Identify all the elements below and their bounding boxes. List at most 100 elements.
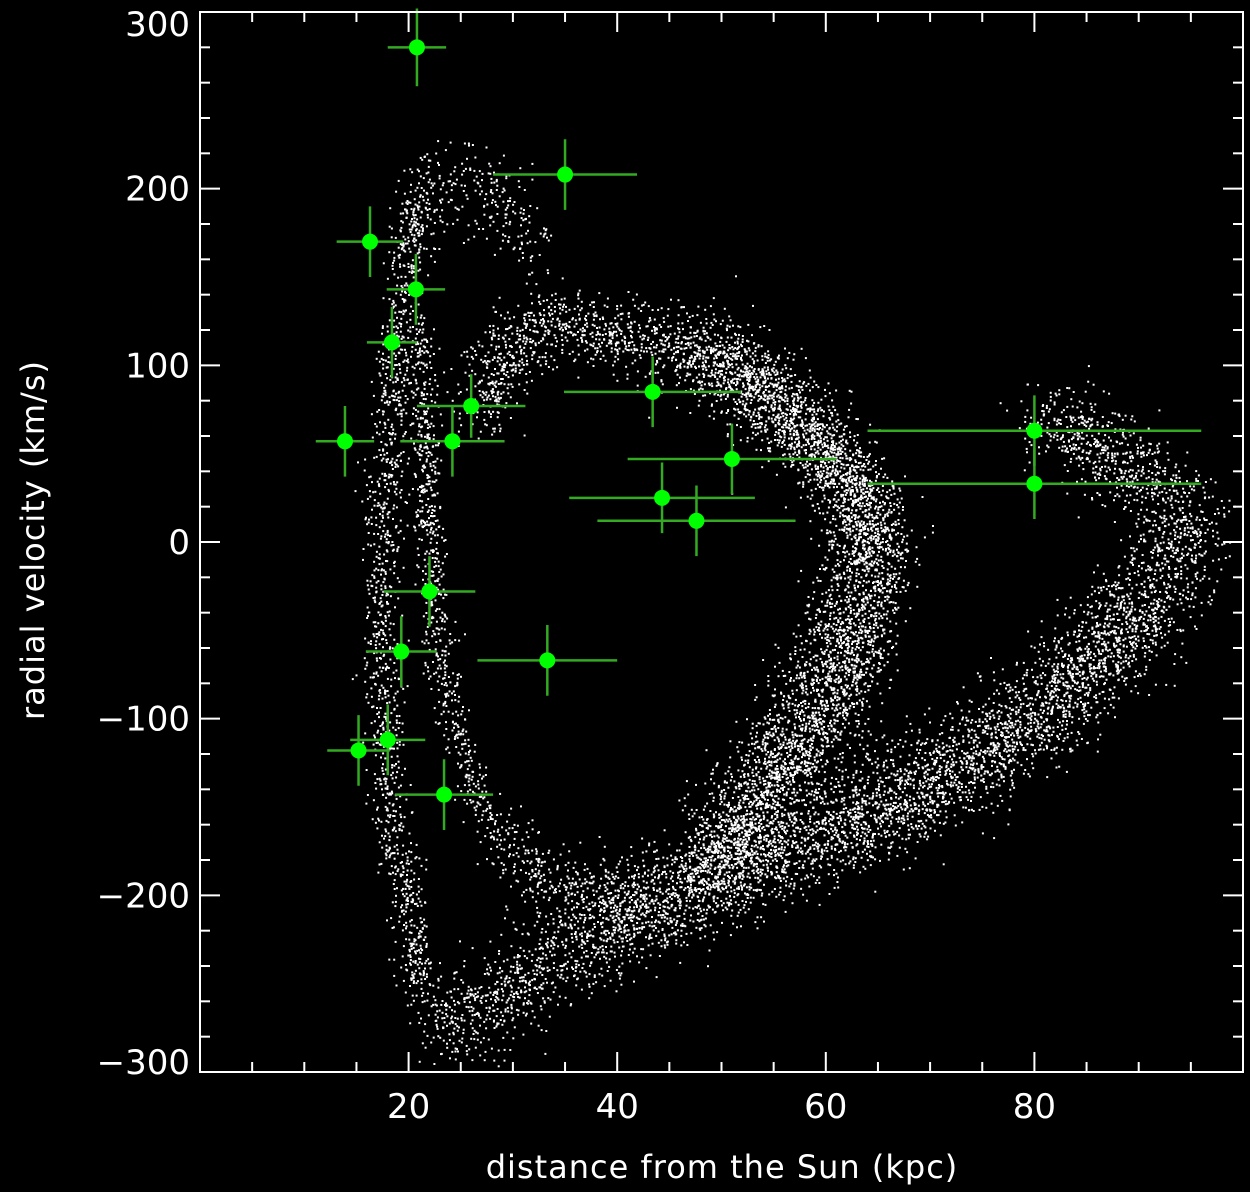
- sim-point: [381, 769, 384, 772]
- sim-point: [393, 857, 396, 860]
- sim-point: [866, 632, 869, 634]
- sim-point: [604, 322, 607, 325]
- sim-point: [827, 745, 830, 747]
- sim-point: [754, 433, 757, 436]
- sim-point: [874, 617, 877, 620]
- sim-point: [436, 627, 439, 630]
- sim-point: [525, 232, 528, 235]
- sim-point: [877, 584, 879, 587]
- sim-point: [880, 653, 883, 656]
- sim-point: [389, 568, 392, 571]
- sim-point: [482, 392, 485, 395]
- sim-point: [388, 628, 391, 631]
- sim-point: [401, 335, 404, 338]
- sim-point: [550, 302, 553, 305]
- sim-point: [364, 667, 367, 670]
- sim-point: [663, 320, 666, 323]
- sim-point: [807, 438, 810, 441]
- sim-point: [745, 353, 748, 356]
- sim-point: [406, 884, 409, 887]
- sim-point: [407, 885, 410, 888]
- sim-point: [735, 378, 738, 381]
- sim-point: [410, 947, 413, 950]
- sim-point: [732, 352, 735, 355]
- sim-point: [687, 344, 690, 347]
- sim-point: [399, 875, 402, 878]
- sim-point: [855, 665, 858, 668]
- sim-point: [423, 924, 426, 927]
- sim-point: [399, 212, 402, 215]
- sim-point: [567, 331, 570, 334]
- sim-point: [906, 534, 909, 537]
- sim-point: [817, 408, 820, 411]
- sim-point: [721, 839, 724, 842]
- sim-point: [489, 216, 492, 219]
- sim-point: [760, 345, 763, 348]
- sim-point: [753, 800, 756, 803]
- sim-point: [860, 451, 863, 454]
- sim-point: [829, 686, 832, 689]
- sim-point: [764, 399, 767, 402]
- sim-point: [863, 484, 866, 487]
- sim-point: [798, 745, 801, 748]
- sim-point: [426, 213, 429, 216]
- sim-point: [419, 261, 422, 264]
- sim-point: [375, 647, 378, 650]
- sim-point: [420, 210, 423, 213]
- sim-point: [551, 317, 554, 320]
- sim-point: [389, 646, 392, 649]
- sim-point: [420, 314, 423, 317]
- sim-point: [388, 793, 391, 796]
- sim-point: [834, 695, 837, 698]
- sim-point: [397, 760, 400, 763]
- sim-point: [660, 379, 663, 382]
- sim-point: [875, 580, 878, 583]
- sim-point: [396, 848, 399, 851]
- sim-point: [540, 319, 543, 322]
- sim-point: [401, 873, 404, 876]
- sim-point: [585, 322, 588, 325]
- sim-point: [850, 663, 853, 666]
- sim-point: [510, 364, 513, 367]
- sim-point: [702, 326, 705, 329]
- sim-point: [437, 979, 440, 982]
- sim-point: [398, 715, 401, 717]
- sim-point: [854, 563, 857, 566]
- sim-point: [378, 863, 381, 866]
- sim-point: [782, 379, 784, 382]
- sim-point: [844, 515, 847, 518]
- sim-point: [762, 391, 765, 393]
- sim-point: [578, 317, 581, 320]
- sim-point: [385, 474, 388, 477]
- sim-point: [711, 403, 713, 406]
- sim-point: [427, 498, 430, 500]
- sim-point: [431, 480, 434, 483]
- sim-point: [371, 574, 374, 577]
- sim-point: [417, 234, 420, 237]
- sim-point: [436, 608, 439, 611]
- sim-point: [529, 205, 532, 207]
- sim-point: [915, 546, 918, 549]
- sim-point: [737, 796, 740, 798]
- sim-point: [492, 329, 495, 332]
- sim-point: [368, 518, 370, 521]
- sim-point: [491, 201, 493, 204]
- sim-point: [644, 375, 647, 378]
- sim-point: [394, 866, 397, 869]
- sim-point: [402, 408, 405, 411]
- sim-point: [369, 475, 372, 478]
- sim-point: [755, 383, 758, 386]
- sim-point: [403, 924, 405, 926]
- sim-point: [470, 346, 473, 349]
- sim-point: [581, 330, 584, 333]
- sim-point: [471, 369, 474, 372]
- sim-point: [838, 635, 841, 638]
- sim-point: [489, 398, 492, 401]
- sim-point: [876, 670, 879, 673]
- sim-point: [390, 774, 393, 777]
- sim-point: [746, 367, 749, 370]
- sim-point: [398, 740, 401, 743]
- sim-point: [489, 165, 492, 168]
- sim-point: [398, 322, 401, 325]
- sim-point: [423, 247, 426, 250]
